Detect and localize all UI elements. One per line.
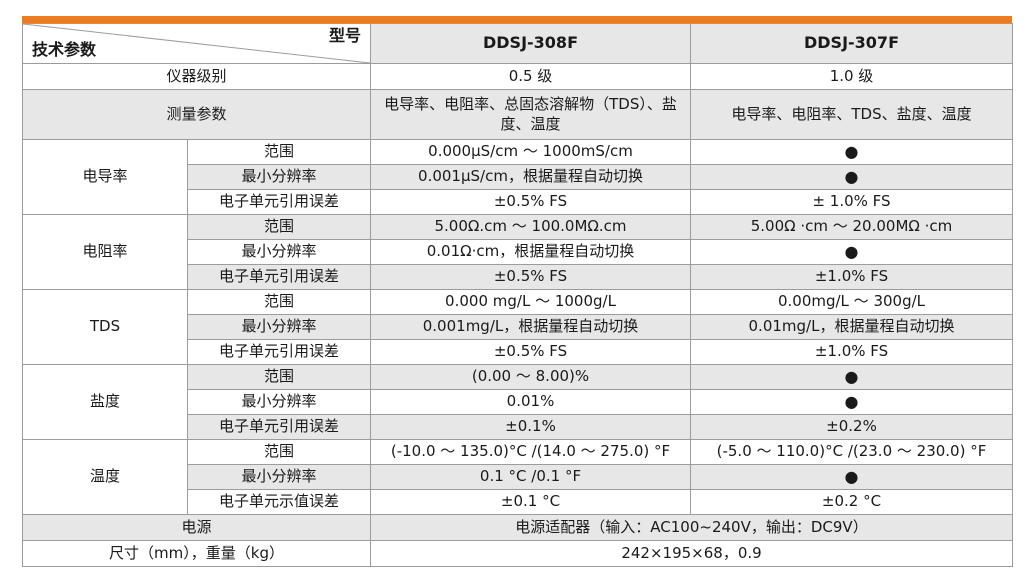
spec-value-a: ±0.5% FS bbox=[370, 339, 691, 365]
sub-label: 范围 bbox=[187, 214, 371, 240]
spec-value-b: ● bbox=[690, 139, 1013, 165]
sub-label: 最小分辨率 bbox=[187, 389, 371, 415]
row-label: 尺寸（mm），重量（kg） bbox=[22, 540, 371, 567]
spec-value-b: ± 1.0% FS bbox=[690, 189, 1013, 215]
sub-label: 电子单元引用误差 bbox=[187, 339, 371, 365]
spec-value-a: ±0.1 °C bbox=[370, 489, 691, 515]
group-label-tds: TDS bbox=[22, 289, 188, 365]
spec-value-b: 0.00mg/L ～ 300g/L bbox=[690, 289, 1013, 315]
spec-value-a: 0.001μS/cm，根据量程自动切换 bbox=[370, 164, 691, 190]
spec-value-b: 1.0 级 bbox=[690, 63, 1013, 90]
sub-label: 电子单元示值误差 bbox=[187, 489, 371, 515]
row-tds-error: 电子单元引用误差 ±0.5% FS ±1.0% FS bbox=[23, 339, 1013, 365]
spec-value-a: 电导率、电阻率、总固态溶解物（TDS）、盐度、温度 bbox=[370, 89, 691, 140]
spec-value-b: 5.00Ω ·cm ～ 20.00MΩ ·cm bbox=[690, 214, 1013, 240]
sub-label: 范围 bbox=[187, 289, 371, 315]
row-temperature-resolution: 最小分辨率 0.1 °C /0.1 °F ● bbox=[23, 464, 1013, 490]
sub-label: 范围 bbox=[187, 439, 371, 465]
header-row: 型号 技术参数 DDSJ-308F DDSJ-307F bbox=[22, 23, 1013, 64]
spec-table: 型号 技术参数 DDSJ-308F DDSJ-307F 仪器级别 0.5 级 1… bbox=[22, 23, 1013, 567]
spec-value-a: 0.01Ω·cm，根据量程自动切换 bbox=[370, 239, 691, 265]
spec-value: 242×195×68，0.9 bbox=[370, 540, 1013, 567]
spec-value-a: 0.001mg/L，根据量程自动切换 bbox=[370, 314, 691, 340]
row-power: 电源 电源适配器（输入：AC100~240V，输出：DC9V） bbox=[22, 514, 1013, 541]
spec-value-b: ±0.2 °C bbox=[690, 489, 1013, 515]
row-instrument-level: 仪器级别 0.5 级 1.0 级 bbox=[22, 63, 1013, 90]
spec-value-a: ±0.1% bbox=[370, 414, 691, 440]
diagonal-divider bbox=[23, 24, 370, 63]
spec-value-a: ±0.5% FS bbox=[370, 264, 691, 290]
spec-value-b: ±1.0% FS bbox=[690, 264, 1013, 290]
row-salinity-error: 电子单元引用误差 ±0.1% ±0.2% bbox=[23, 414, 1013, 440]
model-b-header: DDSJ-307F bbox=[690, 23, 1013, 64]
row-tds-range: TDS 范围 0.000 mg/L ～ 1000g/L 0.00mg/L ～ 3… bbox=[22, 289, 1013, 365]
spec-value-b: ● bbox=[690, 364, 1013, 390]
row-label: 仪器级别 bbox=[22, 63, 371, 90]
spec-value-a: (0.00 ～ 8.00)% bbox=[370, 364, 691, 390]
row-label: 电源 bbox=[22, 514, 371, 541]
spec-value-b: 电导率、电阻率、TDS、盐度、温度 bbox=[690, 89, 1013, 140]
row-size-weight: 尺寸（mm），重量（kg） 242×195×68，0.9 bbox=[22, 540, 1013, 567]
spec-value-a: 0.000μS/cm ～ 1000mS/cm bbox=[370, 139, 691, 165]
row-resistivity-range: 电阻率 范围 5.00Ω.cm ～ 100.0MΩ.cm 5.00Ω ·cm ～… bbox=[22, 214, 1013, 290]
row-salinity-range: 盐度 范围 (0.00 ～ 8.00)% ● bbox=[22, 364, 1013, 440]
spec-value-a: ±0.5% FS bbox=[370, 189, 691, 215]
sub-label: 最小分辨率 bbox=[187, 239, 371, 265]
sub-label: 最小分辨率 bbox=[187, 464, 371, 490]
spec-value-b: ● bbox=[690, 239, 1013, 265]
sub-label: 电子单元引用误差 bbox=[187, 264, 371, 290]
row-salinity-resolution: 最小分辨率 0.01% ● bbox=[23, 389, 1013, 415]
group-label-resistivity: 电阻率 bbox=[22, 214, 188, 290]
group-label-conductivity: 电导率 bbox=[22, 139, 188, 215]
spec-value-a: 0.5 级 bbox=[370, 63, 691, 90]
group-label-temperature: 温度 bbox=[22, 439, 188, 515]
spec-value-b: ±0.2% bbox=[690, 414, 1013, 440]
row-temperature-range: 温度 范围 (-10.0 ～ 135.0)°C /(14.0 ～ 275.0) … bbox=[22, 439, 1013, 515]
corner-label-params: 技术参数 bbox=[32, 40, 97, 60]
spec-table-container: 型号 技术参数 DDSJ-308F DDSJ-307F 仪器级别 0.5 级 1… bbox=[22, 16, 1013, 567]
spec-value-b: (-5.0 ～ 110.0)°C /(23.0 ～ 230.0) °F bbox=[690, 439, 1013, 465]
row-label: 测量参数 bbox=[22, 89, 371, 140]
spec-value-a: 0.000 mg/L ～ 1000g/L bbox=[370, 289, 691, 315]
spec-value-a: 5.00Ω.cm ～ 100.0MΩ.cm bbox=[370, 214, 691, 240]
sub-label: 最小分辨率 bbox=[187, 314, 371, 340]
sub-label: 范围 bbox=[187, 364, 371, 390]
spec-value-b: 0.01mg/L，根据量程自动切换 bbox=[690, 314, 1013, 340]
spec-value-b: ±1.0% FS bbox=[690, 339, 1013, 365]
corner-cell: 型号 技术参数 bbox=[22, 23, 371, 64]
group-label-salinity: 盐度 bbox=[22, 364, 188, 440]
row-tds-resolution: 最小分辨率 0.001mg/L，根据量程自动切换 0.01mg/L，根据量程自动… bbox=[23, 314, 1013, 340]
sub-label: 最小分辨率 bbox=[187, 164, 371, 190]
spec-value-a: 0.01% bbox=[370, 389, 691, 415]
model-a-header: DDSJ-308F bbox=[370, 23, 691, 64]
spec-value-b: ● bbox=[690, 464, 1013, 490]
spec-value-b: ● bbox=[690, 164, 1013, 190]
spec-value: 电源适配器（输入：AC100~240V，输出：DC9V） bbox=[370, 514, 1013, 541]
spec-value-a: (-10.0 ～ 135.0)°C /(14.0 ～ 275.0) °F bbox=[370, 439, 691, 465]
spec-value-a: 0.1 °C /0.1 °F bbox=[370, 464, 691, 490]
corner-label-model: 型号 bbox=[328, 26, 361, 45]
sub-label: 电子单元引用误差 bbox=[187, 414, 371, 440]
row-measured-params: 测量参数 电导率、电阻率、总固态溶解物（TDS）、盐度、温度 电导率、电阻率、T… bbox=[22, 89, 1013, 140]
sub-label: 电子单元引用误差 bbox=[187, 189, 371, 215]
accent-top-bar bbox=[22, 16, 1012, 23]
spec-value-b: ● bbox=[690, 389, 1013, 415]
sub-label: 范围 bbox=[187, 139, 371, 165]
row-conductivity-range: 电导率 范围 0.000μS/cm ～ 1000mS/cm ● bbox=[22, 139, 1013, 215]
